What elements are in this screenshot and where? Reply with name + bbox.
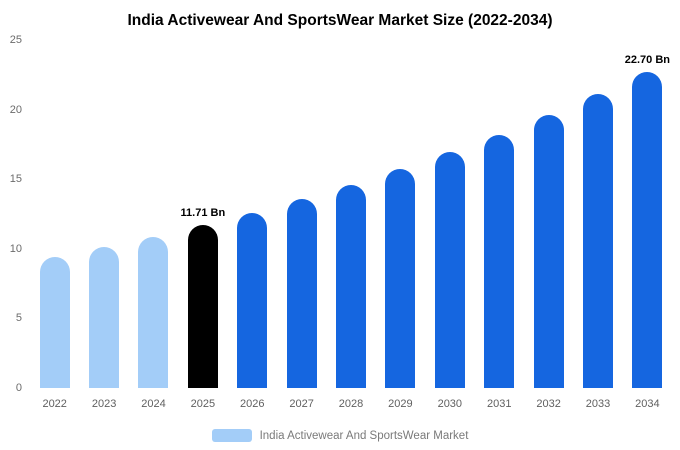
legend-swatch <box>211 429 252 442</box>
bar-2031 <box>484 134 515 388</box>
y-tick-label: 0 <box>15 382 22 394</box>
bar-2024 <box>138 236 169 388</box>
bar-column-2029: 2029 <box>376 40 425 410</box>
bar-2029 <box>385 169 416 388</box>
x-tick-label-2025: 2025 <box>190 398 216 410</box>
bar-column-2027: 2027 <box>277 40 326 410</box>
bar-2028 <box>336 184 367 388</box>
y-tick-label: 20 <box>9 103 22 116</box>
bar-column-2033: 2033 <box>573 40 622 410</box>
x-tick-label-2027: 2027 <box>289 398 314 410</box>
bar-value-label-2034: 22.70 Bn <box>624 54 670 67</box>
bar-2026 <box>237 212 268 388</box>
bar-2033 <box>582 94 613 388</box>
bar-value-label-2025: 11.71 Bn <box>180 207 226 219</box>
x-tick-label-2029: 2029 <box>388 398 413 410</box>
legend: India Activewear And SportsWear Market <box>0 429 680 442</box>
bar-2025 <box>187 225 218 388</box>
x-tick-label-2031: 2031 <box>486 398 512 410</box>
x-tick-label-2032: 2032 <box>536 398 561 410</box>
bar-column-2031: 2031 <box>475 40 524 410</box>
y-tick-label: 5 <box>15 312 22 325</box>
bar-2030 <box>434 152 465 388</box>
legend-label: India Activewear And SportsWear Market <box>259 429 469 442</box>
bar-column-2023: 2023 <box>79 40 128 410</box>
bar-2022 <box>39 257 70 388</box>
bar-column-2024: 2024 <box>129 40 178 410</box>
plot-area: 2022 2023 2024 11.71 Bn 2025 2026 2027 2028 2029… <box>30 40 672 410</box>
y-tick-label: 15 <box>9 173 22 186</box>
x-tick-label-2028: 2028 <box>338 398 364 410</box>
x-tick-label-2022: 2022 <box>42 398 67 410</box>
bar-2034 <box>632 72 663 388</box>
bar-2032 <box>533 115 564 388</box>
bar-column-2025: 11.71 Bn 2025 <box>178 40 227 410</box>
y-tick-label: 10 <box>9 242 22 255</box>
bar-column-2022: 2022 <box>30 40 79 410</box>
x-tick-label-2030: 2030 <box>437 398 463 410</box>
x-tick-label-2026: 2026 <box>240 398 265 410</box>
bar-2023 <box>89 247 120 388</box>
chart-title: India Activewear And SportsWear Market S… <box>127 12 553 29</box>
y-tick-label: 25 <box>9 34 22 46</box>
bar-2027 <box>286 199 317 388</box>
bar-column-2030: 2030 <box>425 40 474 410</box>
bar-column-2032: 2032 <box>524 40 573 410</box>
y-axis: 0 5 10 15 20 25 <box>0 34 26 394</box>
bar-column-2026: 2026 <box>228 40 277 410</box>
x-tick-label-2023: 2023 <box>91 398 117 410</box>
x-tick-label-2024: 2024 <box>141 398 166 410</box>
bar-column-2034: 22.70 Bn 2034 <box>623 40 672 410</box>
x-tick-label-2033: 2033 <box>585 398 611 410</box>
bar-column-2028: 2028 <box>326 40 375 410</box>
x-tick-label-2034: 2034 <box>635 398 660 410</box>
